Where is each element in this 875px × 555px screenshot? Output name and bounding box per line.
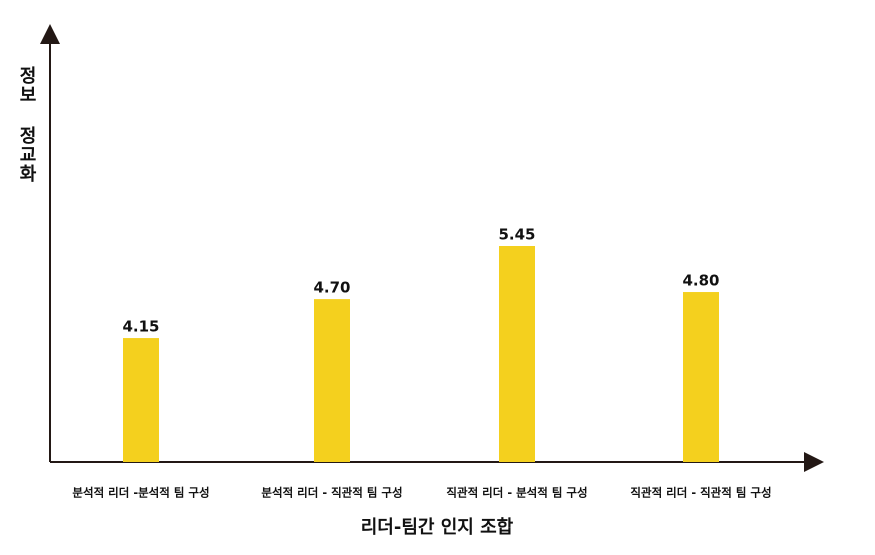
x-tick-label: 직관적 리더 - 분석적 팀 구성 <box>446 486 587 500</box>
x-tick-label: 분석적 리더 -분석적 팀 구성 <box>72 486 209 500</box>
bar <box>314 299 350 462</box>
y-axis-title: 정보 정교화 <box>16 66 37 183</box>
x-tick-label: 직관적 리더 - 직관적 팀 구성 <box>630 486 771 500</box>
value-label: 4.80 <box>682 272 719 290</box>
x-axis-arrow <box>804 452 824 472</box>
bar <box>683 292 719 462</box>
value-label: 5.45 <box>498 226 535 244</box>
bar <box>499 246 535 462</box>
bar <box>123 338 159 462</box>
value-label: 4.70 <box>313 279 350 297</box>
y-axis-arrow <box>40 24 60 44</box>
value-label: 4.15 <box>122 318 159 336</box>
x-tick-label: 분석적 리더 - 직관적 팀 구성 <box>261 486 402 500</box>
x-axis-title: 리더-팀간 인지 조합 <box>361 516 514 538</box>
